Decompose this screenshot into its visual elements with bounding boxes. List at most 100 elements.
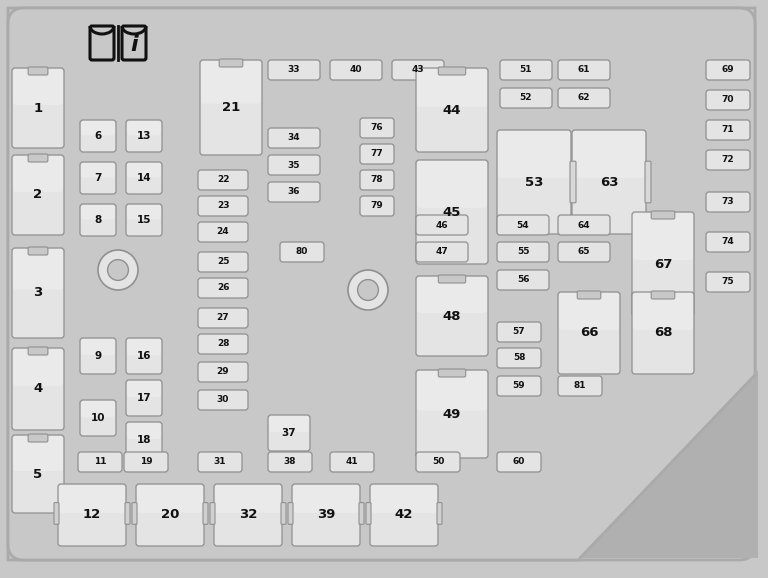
FancyBboxPatch shape xyxy=(439,369,465,377)
FancyBboxPatch shape xyxy=(198,170,248,190)
Text: 81: 81 xyxy=(574,381,586,391)
Text: 14: 14 xyxy=(137,173,151,183)
FancyBboxPatch shape xyxy=(13,249,63,290)
FancyBboxPatch shape xyxy=(359,503,364,524)
FancyBboxPatch shape xyxy=(293,485,359,513)
Text: 46: 46 xyxy=(435,220,449,229)
FancyBboxPatch shape xyxy=(497,322,541,342)
FancyBboxPatch shape xyxy=(12,248,64,338)
FancyBboxPatch shape xyxy=(497,452,541,472)
Text: 55: 55 xyxy=(517,247,529,257)
FancyBboxPatch shape xyxy=(633,213,693,260)
FancyBboxPatch shape xyxy=(122,26,146,60)
FancyBboxPatch shape xyxy=(416,370,488,458)
FancyBboxPatch shape xyxy=(439,275,465,283)
FancyBboxPatch shape xyxy=(371,485,437,513)
FancyBboxPatch shape xyxy=(706,120,750,140)
Text: 17: 17 xyxy=(137,393,151,403)
FancyBboxPatch shape xyxy=(558,60,610,80)
Text: 31: 31 xyxy=(214,458,227,466)
Text: 62: 62 xyxy=(578,94,591,102)
Text: 60: 60 xyxy=(513,458,525,466)
Text: 18: 18 xyxy=(137,435,151,445)
FancyBboxPatch shape xyxy=(558,88,610,108)
FancyBboxPatch shape xyxy=(80,338,116,374)
FancyBboxPatch shape xyxy=(706,60,750,80)
Text: 72: 72 xyxy=(722,155,734,165)
Text: 19: 19 xyxy=(140,458,152,466)
Text: 33: 33 xyxy=(288,65,300,75)
FancyBboxPatch shape xyxy=(201,61,261,103)
FancyBboxPatch shape xyxy=(416,68,488,152)
Text: 32: 32 xyxy=(239,509,257,521)
FancyBboxPatch shape xyxy=(126,162,162,194)
Text: 45: 45 xyxy=(443,206,462,218)
FancyBboxPatch shape xyxy=(198,334,248,354)
FancyBboxPatch shape xyxy=(268,60,320,80)
Text: 20: 20 xyxy=(161,509,179,521)
FancyBboxPatch shape xyxy=(12,348,64,430)
FancyBboxPatch shape xyxy=(198,196,248,216)
FancyBboxPatch shape xyxy=(360,144,394,164)
Text: 13: 13 xyxy=(137,131,151,141)
FancyBboxPatch shape xyxy=(80,204,116,236)
FancyBboxPatch shape xyxy=(78,452,122,472)
FancyBboxPatch shape xyxy=(28,247,48,255)
Text: 44: 44 xyxy=(442,103,462,117)
Text: 70: 70 xyxy=(722,95,734,105)
FancyBboxPatch shape xyxy=(81,401,115,417)
FancyBboxPatch shape xyxy=(573,131,645,178)
FancyBboxPatch shape xyxy=(497,215,549,235)
FancyBboxPatch shape xyxy=(292,484,360,546)
Text: 43: 43 xyxy=(412,65,424,75)
Text: 65: 65 xyxy=(578,247,591,257)
Text: 51: 51 xyxy=(520,65,532,75)
Text: 76: 76 xyxy=(371,124,383,132)
Polygon shape xyxy=(580,370,758,558)
FancyBboxPatch shape xyxy=(13,69,63,105)
FancyBboxPatch shape xyxy=(58,484,126,546)
FancyBboxPatch shape xyxy=(572,130,646,234)
Text: 37: 37 xyxy=(282,428,296,438)
FancyBboxPatch shape xyxy=(632,292,694,374)
FancyBboxPatch shape xyxy=(497,348,541,368)
FancyBboxPatch shape xyxy=(198,308,248,328)
Text: 66: 66 xyxy=(580,327,598,339)
Text: 54: 54 xyxy=(517,220,529,229)
Text: 35: 35 xyxy=(288,161,300,169)
Text: 40: 40 xyxy=(349,65,362,75)
FancyBboxPatch shape xyxy=(706,150,750,170)
FancyBboxPatch shape xyxy=(127,339,161,355)
Text: 6: 6 xyxy=(94,131,101,141)
FancyBboxPatch shape xyxy=(268,415,310,451)
FancyBboxPatch shape xyxy=(558,292,620,374)
Text: 78: 78 xyxy=(371,176,383,184)
FancyBboxPatch shape xyxy=(203,503,208,524)
Text: 5: 5 xyxy=(34,468,42,480)
Text: 1: 1 xyxy=(34,102,42,114)
FancyBboxPatch shape xyxy=(360,196,394,216)
FancyBboxPatch shape xyxy=(127,423,161,439)
FancyBboxPatch shape xyxy=(392,60,444,80)
Text: 49: 49 xyxy=(443,407,462,421)
Text: 75: 75 xyxy=(722,277,734,287)
FancyBboxPatch shape xyxy=(126,338,162,374)
FancyBboxPatch shape xyxy=(633,293,693,330)
FancyBboxPatch shape xyxy=(28,347,48,355)
Text: 64: 64 xyxy=(578,220,591,229)
FancyBboxPatch shape xyxy=(706,272,750,292)
Circle shape xyxy=(98,250,138,290)
Text: 74: 74 xyxy=(722,238,734,246)
FancyBboxPatch shape xyxy=(126,422,162,458)
FancyBboxPatch shape xyxy=(124,452,168,472)
Text: 29: 29 xyxy=(217,368,230,376)
FancyBboxPatch shape xyxy=(645,161,651,203)
FancyBboxPatch shape xyxy=(13,436,63,471)
Text: 27: 27 xyxy=(217,313,230,323)
Text: 58: 58 xyxy=(513,354,525,362)
FancyBboxPatch shape xyxy=(28,154,48,162)
Text: 26: 26 xyxy=(217,283,230,292)
FancyBboxPatch shape xyxy=(416,242,468,262)
FancyBboxPatch shape xyxy=(12,155,64,235)
Text: 24: 24 xyxy=(217,228,230,236)
